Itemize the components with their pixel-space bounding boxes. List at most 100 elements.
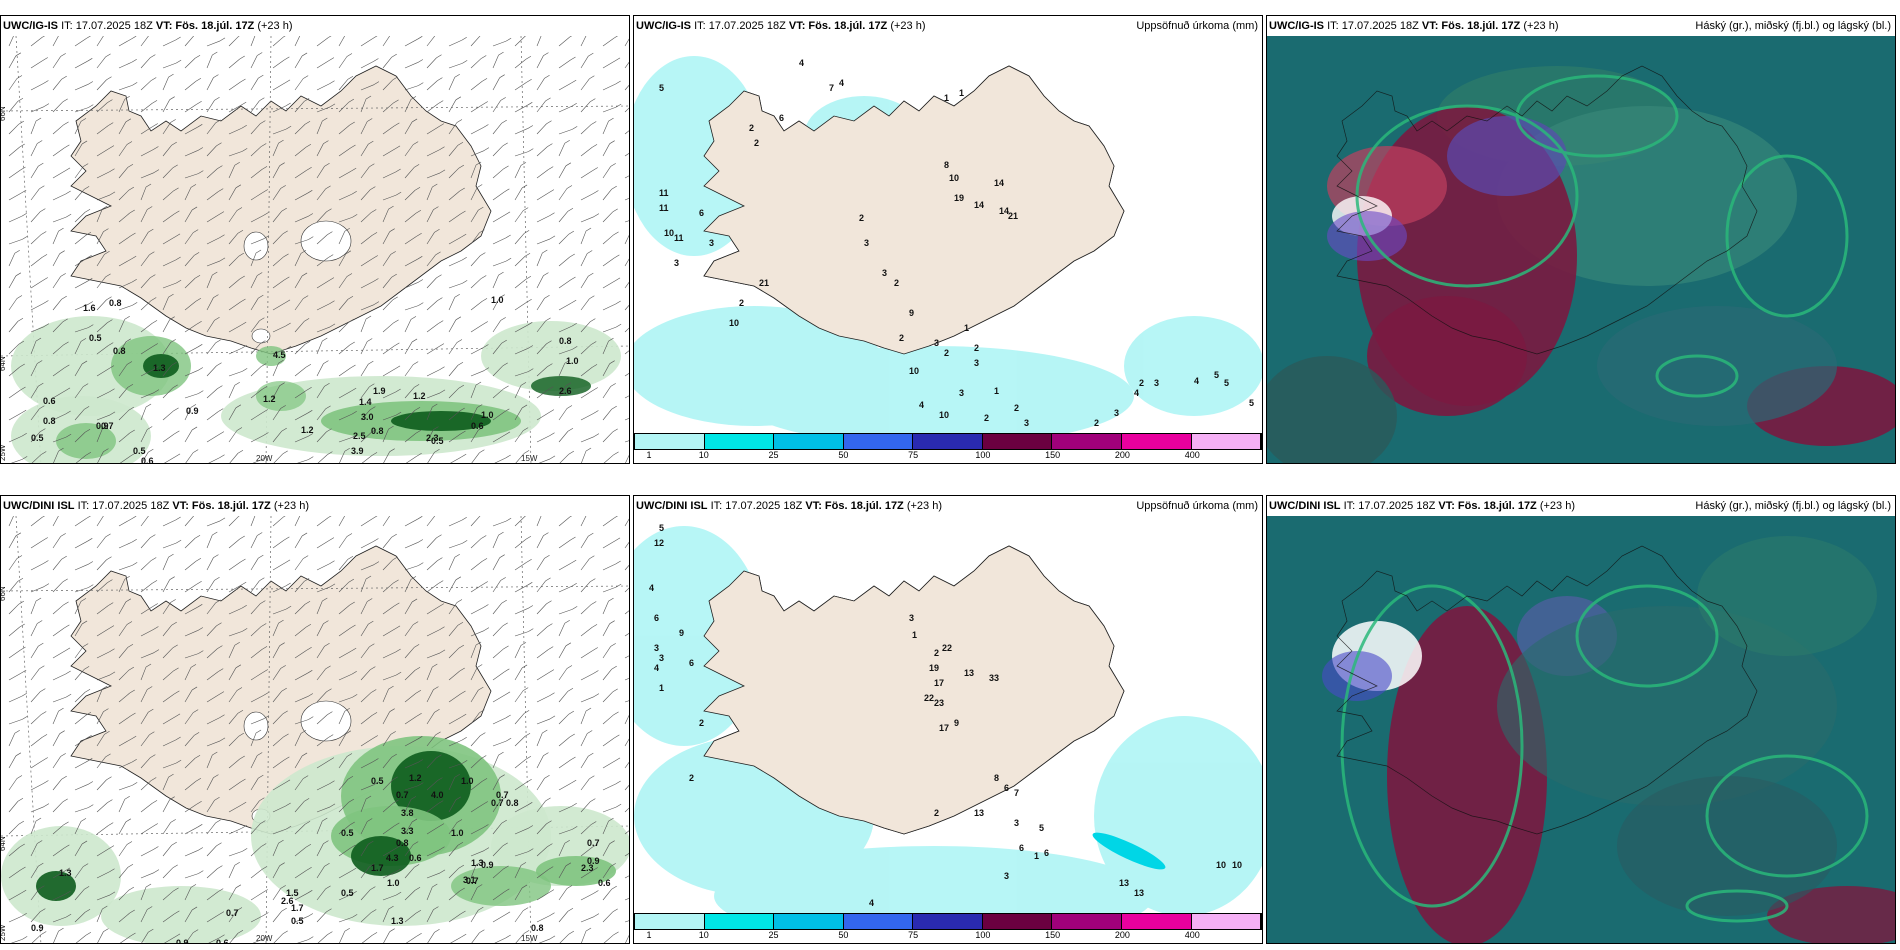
precip-value-label: 1 — [959, 88, 964, 98]
precip-value-label: 5 — [1224, 378, 1229, 388]
precip-value-label: 4 — [869, 898, 874, 908]
precip-value-label: 2 — [984, 413, 989, 423]
precip-value-label: 3 — [909, 613, 914, 623]
precip-value-label: 3 — [864, 238, 869, 248]
precip-value-label: 1 — [912, 630, 917, 640]
precip-value-label: 1.5 — [286, 888, 299, 898]
cloud-layers — [1267, 66, 1895, 463]
precip-value-label: 1 — [659, 683, 664, 693]
precip-value-label: 2 — [749, 123, 754, 133]
panel-header: UWC/DINI ISL IT: 17.07.2025 18Z VT: Fös.… — [1267, 496, 1895, 516]
map-panel-clouds-dini: UWC/DINI ISL IT: 17.07.2025 18Z VT: Fös.… — [1266, 495, 1896, 944]
legend-swatch — [1121, 914, 1192, 929]
precip-value-label: 7 — [829, 83, 834, 93]
legend-swatch — [774, 914, 844, 929]
legend-tick-label: 75 — [908, 930, 919, 940]
precip-value-label: 4.0 — [431, 790, 444, 800]
precip-value-label: 1.2 — [413, 391, 426, 401]
lat-66n-label: 66N — [1, 106, 7, 121]
precip-value-label: 1.0 — [491, 295, 504, 305]
lon-15w-label: 15W — [521, 934, 538, 943]
precip-value-label: 1.0 — [461, 776, 474, 786]
panel-variable-title: Uppsöfnuð úrkoma (mm) — [1136, 500, 1258, 512]
precip-value-label: 17 — [934, 678, 944, 688]
iceland-landmass — [703, 545, 1125, 835]
precip-value-label: 0.5 — [341, 888, 354, 898]
precip-value-label: 3 — [959, 388, 964, 398]
precip-value-label: 5 — [1039, 823, 1044, 833]
precip-value-label: 14 — [994, 178, 1004, 188]
precip-value-label: 17 — [939, 723, 949, 733]
precip-value-label: 0.7 — [496, 790, 509, 800]
precip-value-label: 1.4 — [359, 397, 372, 407]
precip-value-label: 0.7 — [101, 421, 114, 431]
precip-value-label: 3 — [882, 268, 887, 278]
iceland-landmass — [70, 65, 492, 355]
precip-value-label: 0.8 — [506, 798, 519, 808]
panel-header: UWC/IG-IS IT: 17.07.2025 18Z VT: Fös. 18… — [1267, 16, 1895, 36]
precip-value-label: 9 — [679, 628, 684, 638]
precip-value-label: 1 — [964, 323, 969, 333]
precip-value-label: 2 — [934, 808, 939, 818]
legend-swatch — [913, 914, 983, 929]
precip-value-label: 2 — [894, 278, 899, 288]
cloud-cover-map — [1267, 36, 1895, 463]
precip-value-label: 11 — [674, 233, 684, 243]
precip-value-label: 0.8 — [371, 426, 384, 436]
precip-value-label: 14 — [999, 206, 1009, 216]
panel-header: UWC/IG-IS IT: 17.07.2025 18Z VT: Fös. 18… — [634, 16, 1262, 36]
precip-value-label: 12 — [654, 538, 664, 548]
precip-value-label: 10 — [949, 173, 959, 183]
precip-value-label: 4 — [649, 583, 654, 593]
legend-tick-label: 1 — [646, 450, 652, 460]
glacier-vatnajokull — [300, 700, 352, 742]
precip-value-label: 2 — [739, 298, 744, 308]
precip-value-label: 3.0 — [361, 412, 374, 422]
precip-value-label: 2 — [899, 333, 904, 343]
precip-value-label: 3 — [1154, 378, 1159, 388]
precip-labels: 1.6 0.80.51.30.80.60.80.90.70.50.90.60.54… — [31, 295, 579, 464]
precip-value-label: 0.9 — [481, 860, 494, 870]
precip-value-label: 0.5 — [89, 333, 102, 343]
legend-swatch — [982, 914, 1053, 929]
map-panel-accum-precip-ig: UWC/IG-IS IT: 17.07.2025 18Z VT: Fös. 18… — [633, 15, 1263, 464]
lat-66n-label: 66N — [1, 586, 7, 601]
legend-tick-label: 400 — [1184, 450, 1200, 460]
legend-tick-label: 150 — [1045, 450, 1061, 460]
legend-tick-label: 25 — [768, 450, 779, 460]
panel-header: UWC/DINI ISL IT: 17.07.2025 18Z VT: Fös.… — [1, 496, 629, 516]
precip-value-label: 6 — [1004, 783, 1009, 793]
precip-value-label: 2 — [689, 773, 694, 783]
precip-value-label: 0.6 — [141, 456, 154, 464]
precip-value-label: 4.5 — [273, 350, 286, 360]
legend-swatch — [982, 434, 1053, 449]
panel-header: UWC/IG-IS IT: 17.07.2025 18Z VT: Fös. 18… — [1, 16, 629, 36]
precip-value-label: 6 — [1019, 843, 1024, 853]
legend-swatch — [774, 434, 844, 449]
precip-value-label: 9 — [954, 718, 959, 728]
precip-value-label: 1.0 — [481, 410, 494, 420]
legend-swatch — [704, 914, 775, 929]
precip-value-label: 4 — [1134, 388, 1139, 398]
precip-value-label: 3.8 — [401, 808, 414, 818]
map-panel-wind-precip-ig: UWC/IG-IS IT: 17.07.2025 18Z VT: Fös. 18… — [0, 15, 630, 464]
precip-shading — [1, 736, 629, 943]
precip-value-label: 1.2 — [409, 773, 422, 783]
wind-barbs — [8, 516, 629, 943]
precip-value-label: 5 — [659, 523, 664, 533]
precip-value-label: 0.9 — [176, 938, 189, 944]
precip-value-label: 22 — [924, 693, 934, 703]
precip-value-label: 4 — [1194, 376, 1199, 386]
precip-value-label: 14 — [974, 200, 984, 210]
precip-value-label: 19 — [954, 193, 964, 203]
precip-value-label: 1.9 — [373, 386, 386, 396]
iceland-outline — [1336, 65, 1758, 355]
precip-value-label: 8 — [944, 160, 949, 170]
map-panel-wind-precip-dini: UWC/DINI ISL IT: 17.07.2025 18Z VT: Fös.… — [0, 495, 630, 944]
wind-barbs — [8, 36, 629, 463]
legend-swatch — [1052, 434, 1122, 449]
